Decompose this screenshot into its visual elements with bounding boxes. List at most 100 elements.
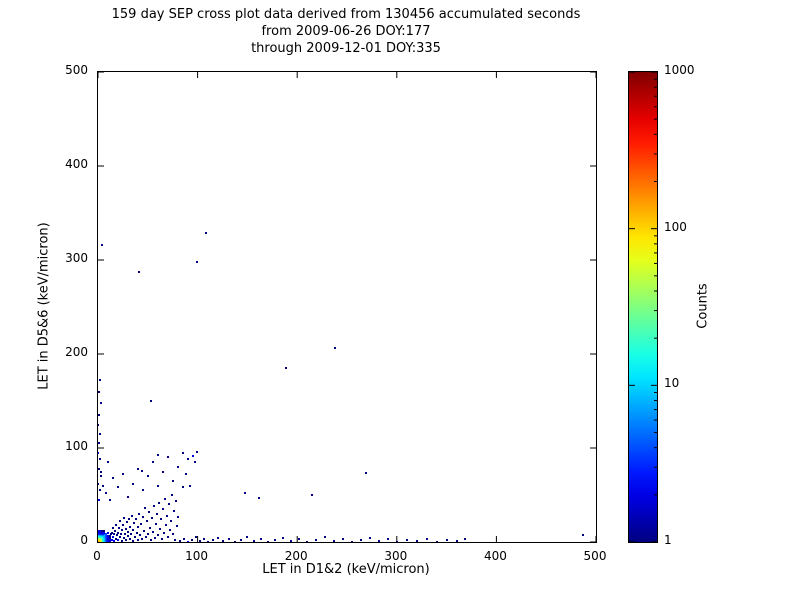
scatter-point — [148, 511, 150, 513]
scatter-point — [360, 539, 362, 541]
scatter-point — [103, 532, 105, 534]
scatter-point — [115, 524, 117, 526]
scatter-point — [168, 503, 170, 505]
scatter-point — [143, 530, 145, 532]
scatter-point — [456, 540, 458, 542]
y-tick-label: 500 — [65, 63, 88, 77]
scatter-point — [147, 475, 149, 477]
scatter-point — [117, 539, 119, 541]
scatter-point — [99, 379, 101, 381]
y-tick-label: 200 — [65, 345, 88, 359]
scatter-point — [100, 402, 102, 404]
scatter-point — [120, 533, 122, 535]
title-line-3: through 2009-12-01 DOY:335 — [251, 41, 441, 56]
scatter-point — [150, 400, 152, 402]
scatter-point — [111, 532, 113, 534]
scatter-point — [105, 492, 107, 494]
colorbar — [628, 71, 658, 543]
x-axis-label: LET in D1&2 (keV/micron) — [262, 562, 430, 577]
x-tick-label: 100 — [185, 549, 209, 563]
scatter-point — [101, 530, 103, 532]
scatter-point — [177, 516, 179, 518]
scatter-point — [151, 517, 153, 519]
scatter-point — [157, 454, 159, 456]
scatter-point — [195, 536, 197, 538]
scatter-point — [109, 499, 111, 501]
scatter-point — [123, 517, 125, 519]
scatter-point — [109, 537, 111, 539]
scatter-point — [130, 533, 132, 535]
scatter-point — [170, 520, 172, 522]
y-tick-label: 0 — [80, 533, 88, 547]
scatter-point — [387, 538, 389, 540]
colorbar-tick-label: 1 — [664, 533, 672, 547]
scatter-point — [159, 528, 161, 530]
scatter-point — [141, 538, 143, 540]
scatter-point — [122, 473, 124, 475]
scatter-point — [315, 539, 317, 541]
scatter-point — [196, 451, 198, 453]
scatter-point — [240, 539, 242, 541]
scatter-point — [189, 485, 191, 487]
scatter-point — [582, 534, 584, 536]
plot-area — [97, 71, 597, 543]
scatter-point — [158, 502, 160, 504]
scatter-point — [116, 534, 118, 536]
y-tick-label: 100 — [65, 439, 88, 453]
title-line-2: from 2009-06-26 DOY:177 — [261, 24, 431, 39]
scatter-point — [115, 538, 117, 540]
scatter-point — [177, 466, 179, 468]
scatter-point — [98, 452, 99, 454]
scatter-point — [157, 534, 159, 536]
scatter-point — [113, 540, 115, 542]
scatter-point — [161, 538, 163, 540]
scatter-point — [199, 540, 201, 542]
scatter-point — [160, 518, 162, 520]
scatter-point — [253, 540, 255, 542]
scatter-point — [103, 530, 105, 532]
scatter-point — [164, 498, 166, 500]
y-axis-label: LET in D5&6 (keV/micron) — [36, 222, 52, 390]
scatter-point — [98, 414, 100, 416]
scatter-point — [163, 532, 165, 534]
scatter-point — [172, 480, 174, 482]
scatter-point — [176, 525, 178, 527]
scatter-point — [102, 485, 104, 487]
scatter-point — [109, 539, 111, 541]
scatter-point — [426, 538, 428, 540]
chart-title: 159 day SEP cross plot data derived from… — [97, 6, 595, 57]
scatter-point — [446, 539, 448, 541]
colorbar-ticks — [629, 72, 657, 542]
scatter-point — [172, 533, 174, 535]
scatter-point — [162, 508, 164, 510]
scatter-point — [107, 532, 109, 534]
scatter-point — [127, 531, 129, 533]
scatter-point — [196, 261, 198, 263]
scatter-point — [118, 527, 120, 529]
scatter-point — [99, 433, 101, 435]
scatter-point — [175, 500, 177, 502]
scatter-point — [203, 538, 205, 540]
scatter-point — [365, 472, 367, 474]
scatter-point — [183, 538, 185, 540]
scatter-point — [100, 475, 102, 477]
scatter-point — [109, 541, 111, 542]
scatter-point — [146, 520, 148, 522]
scatter-point — [144, 507, 146, 509]
scatter-point — [99, 458, 101, 460]
scatter-point — [285, 367, 287, 369]
scatter-point — [212, 539, 214, 541]
scatter-point — [129, 538, 131, 540]
scatter-point — [155, 523, 157, 525]
scatter-point — [162, 471, 164, 473]
scatter-point — [258, 497, 260, 499]
scatter-point — [117, 532, 119, 534]
scatter-point — [150, 539, 152, 541]
scatter-point — [98, 499, 100, 501]
scatter-point — [105, 533, 107, 535]
scatter-point — [166, 515, 168, 517]
scatter-point — [185, 473, 187, 475]
scatter-point — [351, 541, 353, 542]
scatter-point — [282, 537, 284, 539]
